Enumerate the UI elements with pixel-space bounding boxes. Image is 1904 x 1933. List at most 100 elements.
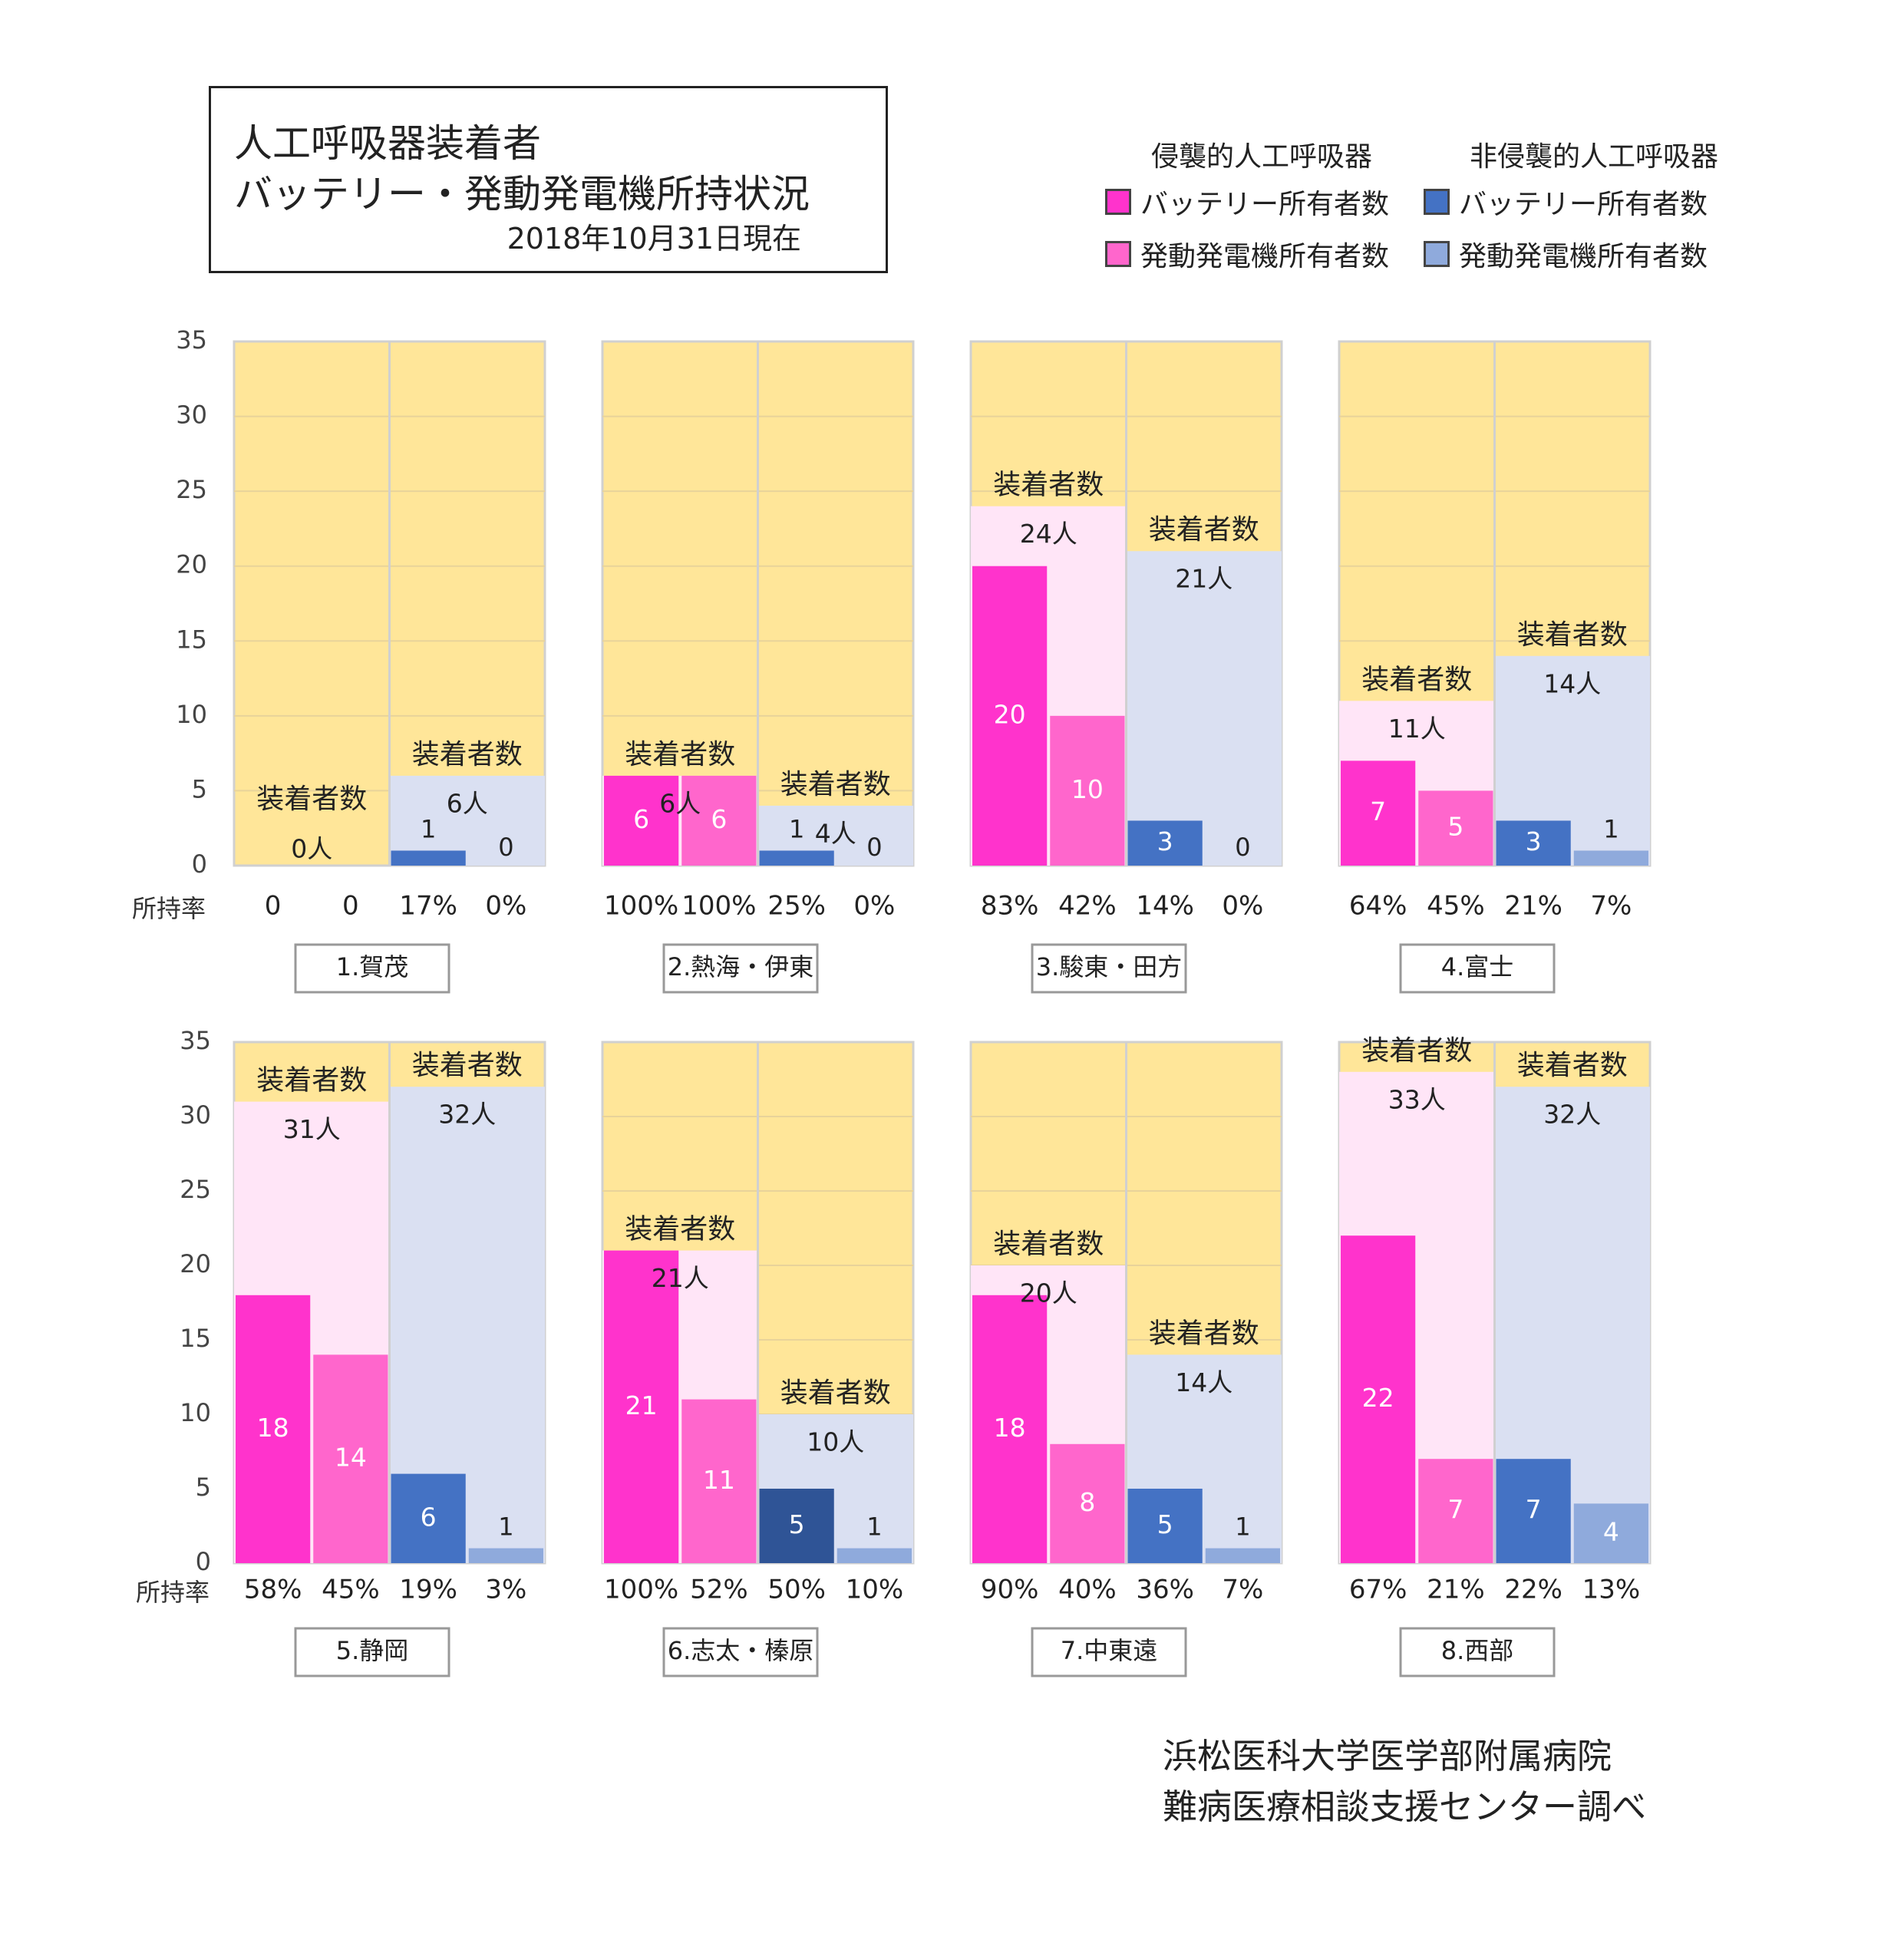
y-tick-label: 0 [196, 1547, 211, 1576]
invasive-generator-value: 10 [1071, 774, 1104, 804]
noninvasive-generator-value: 4 [1603, 1517, 1619, 1547]
noninvasive-battery-value: 5 [789, 1509, 805, 1539]
noninvasive-wearers-count: 14人 [1543, 668, 1601, 698]
noninvasive-wearers-heading: 装着者数 [1149, 514, 1259, 546]
region-label: 2.熱海・伊東 [668, 952, 814, 981]
region-label-box [1399, 1627, 1556, 1677]
invasive-battery-value: 6 [633, 804, 649, 834]
noninvasive-battery-rate: 22% [1504, 1575, 1562, 1605]
noninvasive-generator-bar [468, 1548, 543, 1563]
y-tick-label: 20 [180, 1249, 211, 1278]
noninvasive-wearers-count: 6人 [447, 788, 488, 818]
region-label: 5.静岡 [336, 1636, 409, 1665]
invasive-battery-bar [604, 775, 679, 866]
invasive-generator-value: 8 [1079, 1487, 1095, 1517]
noninvasive-wearers-heading: 装着者数 [1517, 1050, 1628, 1081]
invasive-generator-rate: 21% [1427, 1575, 1485, 1605]
legend-item-inv-generator: 発動発電機所有者数 [1105, 234, 1389, 274]
invasive-wearers-heading: 装着者数 [625, 739, 735, 770]
invasive-wearers-heading: 装着者数 [993, 1229, 1104, 1260]
noninvasive-generator-bar [1205, 1548, 1280, 1563]
invasive-battery-bar [604, 1250, 679, 1563]
legend-noninvasive-header: 非侵襲的人工呼吸器 [1470, 141, 1719, 173]
invasive-generator-value: 11 [703, 1465, 735, 1495]
legend-swatch [1424, 241, 1450, 267]
noninvasive-battery-bar [759, 850, 834, 866]
noninvasive-battery-bar [759, 1489, 834, 1563]
region-label: 7.中東遠 [1061, 1636, 1158, 1665]
chart-date: 2018年10月31日現在 [507, 222, 801, 256]
legend-label: 発動発電機所有者数 [1140, 241, 1390, 272]
invasive-generator-rate: 52% [690, 1575, 748, 1605]
invasive-wearers-heading: 装着者数 [625, 1214, 735, 1245]
invasive-wearers-count: 0人 [291, 834, 332, 864]
y-tick-label: 15 [176, 625, 207, 654]
legend-item-non-battery: バッテリー所有者数 [1424, 182, 1708, 222]
region-label-box [294, 943, 450, 994]
invasive-generator-rate: 40% [1058, 1575, 1117, 1605]
noninvasive-generator-value: 0 [498, 833, 513, 862]
noninvasive-battery-bar [391, 1473, 466, 1563]
invasive-generator-bar [1418, 1459, 1493, 1563]
y-tick-label: 0 [192, 849, 207, 879]
region-label-box [294, 1627, 450, 1677]
y-tick-label: 5 [196, 1473, 211, 1502]
y-tick-label: 10 [176, 700, 207, 729]
noninvasive-battery-rate: 17% [399, 891, 457, 922]
y-tick-label: 5 [192, 774, 207, 803]
rate-row-label: 所持率 [136, 1578, 210, 1607]
legend-invasive-header: 侵襲的人工呼吸器 [1151, 141, 1373, 173]
invasive-generator-bar [1050, 715, 1125, 866]
noninvasive-battery-value: 7 [1526, 1495, 1542, 1525]
chart-title-line2: バッテリー・発動発電機所持状況 [234, 172, 810, 216]
region-label: 1.賀茂 [336, 952, 409, 981]
invasive-generator-rate: 42% [1058, 891, 1117, 922]
invasive-generator-bar [1050, 1443, 1125, 1563]
noninvasive-battery-bar [1496, 1459, 1571, 1563]
invasive-generator-rate: 100% [681, 891, 756, 922]
invasive-generator-value: 7 [1447, 1495, 1463, 1525]
region-label: 3.駿東・田方 [1036, 952, 1183, 981]
region-label: 4.富士 [1441, 952, 1514, 981]
y-tick-label: 20 [176, 550, 207, 579]
noninvasive-battery-rate: 36% [1136, 1575, 1194, 1605]
invasive-generator-bar [681, 775, 757, 866]
noninvasive-generator-value: 0 [866, 833, 882, 862]
invasive-generator-value: 14 [335, 1443, 367, 1473]
legend-item-non-generator: 発動発電機所有者数 [1424, 234, 1708, 274]
invasive-battery-bar [972, 1295, 1048, 1563]
noninvasive-generator-rate: 10% [846, 1575, 904, 1605]
region-label-box [662, 943, 819, 994]
noninvasive-generator-bar [1573, 1503, 1648, 1563]
invasive-battery-rate: 100% [604, 891, 678, 922]
region-label: 6.志太・榛原 [668, 1636, 814, 1665]
invasive-battery-value: 21 [625, 1390, 658, 1420]
noninvasive-wearers-count: 10人 [807, 1427, 864, 1457]
noninvasive-battery-value: 6 [421, 1502, 437, 1532]
invasive-battery-value: 20 [994, 699, 1026, 729]
noninvasive-battery-bar [1127, 1489, 1203, 1563]
noninvasive-generator-rate: 13% [1582, 1575, 1641, 1605]
invasive-battery-rate: 83% [981, 891, 1039, 922]
region-label-box [1031, 1627, 1187, 1677]
noninvasive-generator-value: 1 [498, 1512, 513, 1542]
legend: 侵襲的人工呼吸器 非侵襲的人工呼吸器 バッテリー所有者数 発動発電機所有者数 バ… [1105, 134, 1734, 280]
invasive-wearers-heading: 装着者数 [256, 1065, 367, 1097]
invasive-battery-bar [1341, 1235, 1416, 1563]
region-label-box [662, 1627, 819, 1677]
invasive-battery-rate: 90% [981, 1575, 1039, 1605]
legend-label: 発動発電機所有者数 [1459, 241, 1708, 272]
y-tick-label: 30 [176, 401, 207, 430]
legend-swatch [1105, 241, 1131, 267]
noninvasive-battery-value: 5 [1157, 1509, 1173, 1539]
noninvasive-generator-value: 1 [1235, 1512, 1250, 1542]
y-tick-label: 25 [180, 1175, 211, 1204]
y-tick-label: 10 [180, 1398, 211, 1427]
noninvasive-generator-value: 1 [866, 1512, 882, 1542]
noninvasive-battery-rate: 19% [399, 1575, 457, 1605]
rate-row-label: 所持率 [132, 894, 206, 923]
region-label: 8.西部 [1441, 1636, 1514, 1665]
invasive-wearers-count: 20人 [1020, 1278, 1077, 1308]
noninvasive-generator-rate: 7% [1590, 891, 1632, 922]
